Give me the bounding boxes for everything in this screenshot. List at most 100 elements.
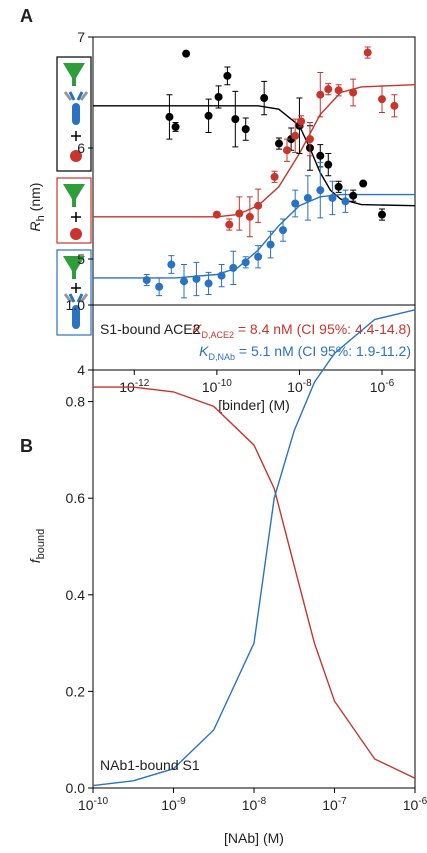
y-label-symbol: R [27,221,43,231]
tick-base: 10 [202,379,218,395]
data-point [324,85,333,94]
annotation: KD,NAb = 5.1 nM (CI 95%: 1.9-11.2) [199,343,411,362]
annotation-symbol: K [199,343,209,359]
data-point [204,279,213,288]
fit-line [93,105,416,207]
data-point [225,220,234,229]
data-point [359,179,368,188]
x-tick-label: 10-8 [287,378,312,395]
data-point [328,193,337,202]
y-label-unit: (nm) [27,183,43,216]
tick-base: 10 [287,379,303,395]
fit-line [93,386,416,779]
x-axis-label: [NAb] (M) [224,830,284,846]
data-point [204,111,213,120]
tick-base: 10 [370,379,386,395]
data-point [155,282,164,291]
x-tick-label: 10-9 [161,796,186,813]
x-tick-label: 10-10 [78,796,108,813]
data-point [229,263,238,272]
data-point [266,240,275,249]
data-point [182,49,191,58]
data-point [324,160,333,169]
data-point [377,210,386,219]
panel-label: A [20,6,33,26]
x-tick-label: 10-6 [370,378,395,395]
y-tick-label: 7 [77,29,85,45]
data-point [303,193,312,202]
plot-frame [92,36,416,371]
data-point [165,112,174,121]
tick-exponent: -8 [303,378,312,389]
data-point [390,101,399,110]
series-label: S1-bound ACE2 [100,321,201,337]
y-tick-label: 0.8 [66,394,86,410]
x-tick-label: 10-8 [242,796,267,813]
y-axis-label: Rh (nm) [27,183,47,232]
fit-line [93,84,416,218]
tick-exponent: -6 [385,378,394,389]
annotation-symbol: K [192,321,202,337]
y-tick-label: 0.0 [66,780,86,796]
data-point [171,122,180,131]
data-point [214,92,223,101]
annotation: KD,ACE2 = 8.4 nM (CI 95%: 4.4-14.8) [192,321,411,340]
x-tick-label: 10-6 [403,796,427,813]
y-tick-label: 4 [77,362,85,378]
tick-base: 10 [78,797,94,813]
data-point [142,276,151,285]
y-tick-label: 0.6 [66,490,86,506]
data-point [260,94,269,103]
data-point [231,115,240,124]
y-tick-label: 6 [77,140,85,156]
data-point [241,258,250,267]
tick-base: 10 [161,797,177,813]
data-point [212,210,221,219]
data-point [305,135,314,144]
y-tick-label: 5 [77,251,85,267]
legend-icons [56,56,92,336]
data-point [349,88,358,97]
data-point [167,260,176,269]
data-point [316,90,325,99]
data-point [278,226,287,235]
fit-line [92,309,416,787]
data-point [241,125,250,134]
tick-exponent: -9 [177,796,186,807]
tick-exponent: -8 [257,796,266,807]
annotation-text: = 5.1 nM (CI 95%: 1.9-11.2) [235,343,411,359]
annotation-sub: D,ACE2 [201,330,234,340]
y-tick-label: 0.2 [66,683,86,699]
annotation-text: = 8.4 nM (CI 95%: 4.4-14.8) [234,321,411,337]
y-axis-label: fbound [27,529,47,563]
data-point [291,131,300,140]
tick-base: 10 [322,797,338,813]
x-tick-label: 10-10 [202,378,232,395]
tick-exponent: -6 [418,796,427,807]
data-point [291,199,300,208]
y-label-sub: bound [35,529,47,560]
tick-exponent: -12 [135,378,150,389]
data-point [334,182,343,191]
data-point [179,277,188,286]
data-point [270,172,279,181]
data-point [349,191,358,200]
y-tick-label: 1.0 [66,297,86,313]
data-point [377,95,386,104]
data-point [217,271,226,280]
data-point [341,197,350,206]
data-point [223,71,232,80]
data-point [254,201,263,210]
data-point [363,48,372,57]
tick-exponent: -10 [217,378,232,389]
data-point [274,139,283,148]
data-point [192,274,201,283]
data-point [245,212,254,221]
y-label-symbol: f [27,557,43,563]
data-point [316,186,325,195]
annotation-sub: D,NAb [208,352,235,362]
data-point [334,86,343,95]
tick-base: 10 [242,797,258,813]
data-point [297,117,306,126]
